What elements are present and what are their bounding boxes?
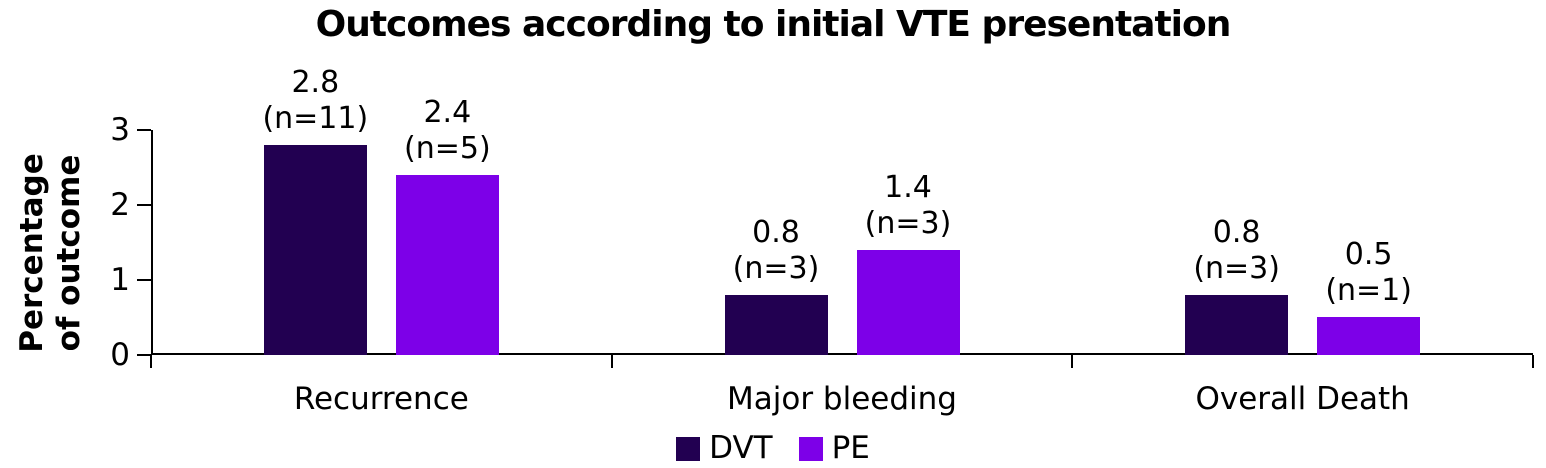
bar-value-dvt-recurrence: 2.8 — [291, 65, 340, 100]
bar-label-dvt-major-bleeding: 0.8 (n=3) — [681, 215, 871, 287]
y-tick-label-3: 3 — [110, 112, 130, 148]
legend-label-dvt: DVT — [709, 430, 773, 466]
bar-pe-recurrence — [395, 175, 499, 355]
bar-n-count-pe-recurrence: (n=5) — [404, 131, 491, 166]
bar-label-pe-major-bleeding: 1.4 (n=3) — [813, 170, 1003, 242]
x-tick-mark-1 — [610, 355, 613, 368]
legend-item-pe: PE — [798, 430, 870, 466]
bar-dvt-overall-death — [1185, 295, 1289, 355]
x-category-label-recurrence: Recurrence — [293, 381, 469, 417]
y-tick-label-1: 1 — [110, 262, 130, 298]
legend: DVT PE — [0, 433, 1546, 464]
legend-item-dvt: DVT — [676, 430, 773, 466]
y-tick-mark-0 — [137, 354, 151, 356]
bar-dvt-recurrence — [263, 145, 367, 355]
bar-label-dvt-overall-death: 0.8 (n=3) — [1142, 215, 1332, 287]
bar-value-pe-recurrence: 2.4 — [423, 95, 472, 130]
y-tick-label-0: 0 — [110, 337, 130, 373]
x-tick-mark-2 — [1071, 355, 1074, 368]
bar-n-count-pe-major-bleeding: (n=3) — [864, 206, 952, 241]
bar-n-count-dvt-recurrence: (n=11) — [262, 101, 369, 136]
y-tick-mark-3 — [137, 129, 151, 131]
chart-title: Outcomes according to initial VTE presen… — [315, 4, 1232, 45]
bar-label-pe-recurrence: 2.4 (n=5) — [352, 95, 542, 167]
legend-swatch-dvt — [676, 436, 701, 461]
bar-label-dvt-recurrence: 2.8 (n=11) — [220, 65, 410, 137]
legend-label-pe: PE — [831, 430, 870, 466]
bar-pe-major-bleeding — [856, 250, 960, 355]
bar-n-count-pe-overall-death: (n=1) — [1325, 273, 1412, 308]
x-category-label-major-bleeding: Major bleeding — [727, 381, 957, 417]
bar-n-count-dvt-overall-death: (n=3) — [1193, 251, 1280, 286]
x-tick-mark-0 — [150, 355, 152, 368]
x-category-label-overall-death: Overall Death — [1195, 381, 1410, 417]
legend-swatch-pe — [798, 436, 823, 461]
x-tick-mark-3 — [1532, 355, 1534, 368]
bar-value-dvt-major-bleeding: 0.8 — [752, 215, 800, 250]
y-tick-mark-2 — [137, 204, 151, 206]
bar-dvt-major-bleeding — [724, 295, 828, 355]
bar-n-count-dvt-major-bleeding: (n=3) — [732, 251, 820, 286]
plot-area — [151, 130, 1533, 355]
y-tick-mark-1 — [137, 279, 151, 281]
bar-pe-overall-death — [1317, 317, 1421, 355]
bar-label-pe-overall-death: 0.5 (n=1) — [1274, 237, 1464, 309]
bar-value-pe-major-bleeding: 1.4 — [884, 170, 932, 205]
bar-value-pe-overall-death: 0.5 — [1344, 237, 1393, 272]
y-tick-label-2: 2 — [110, 187, 130, 223]
bar-value-dvt-overall-death: 0.8 — [1212, 215, 1261, 250]
